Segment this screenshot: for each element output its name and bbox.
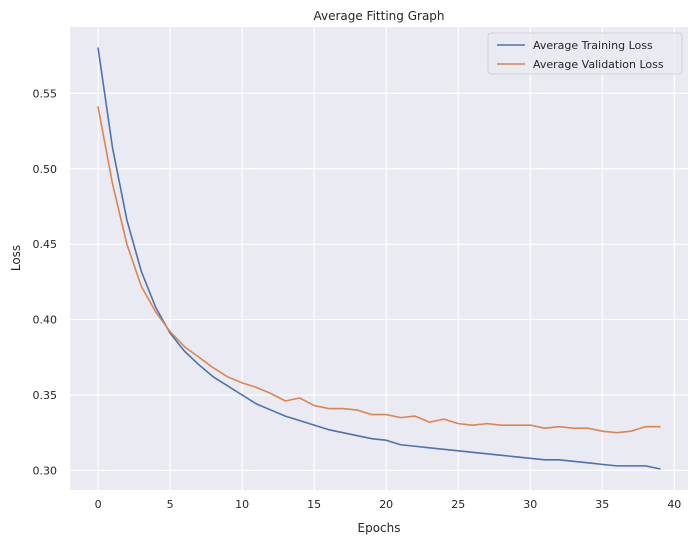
x-tick-labels: 0 5 10 15 20 25 30 35 40 bbox=[95, 498, 682, 511]
x-tick-label: 35 bbox=[595, 498, 609, 511]
y-tick-label: 0.45 bbox=[33, 238, 58, 251]
x-tick-label: 15 bbox=[307, 498, 321, 511]
y-tick-label: 0.50 bbox=[33, 163, 58, 176]
y-tick-label: 0.35 bbox=[33, 389, 58, 402]
x-tick-label: 40 bbox=[667, 498, 681, 511]
legend-label-validation: Average Validation Loss bbox=[533, 58, 664, 71]
x-tick-label: 5 bbox=[167, 498, 174, 511]
x-gridlines bbox=[97, 27, 675, 490]
plot-area bbox=[70, 27, 688, 490]
y-tick-label: 0.30 bbox=[33, 464, 58, 477]
x-tick-label: 20 bbox=[379, 498, 393, 511]
legend-label-training: Average Training Loss bbox=[533, 39, 653, 52]
x-tick-label: 10 bbox=[235, 498, 249, 511]
legend-box bbox=[487, 32, 683, 75]
legend: Average Training Loss Average Validation… bbox=[487, 32, 683, 75]
y-gridlines bbox=[70, 92, 688, 471]
x-axis-label: Epochs bbox=[358, 521, 401, 535]
validation-loss-line bbox=[97, 106, 661, 434]
chart-title: Average Fitting Graph bbox=[313, 9, 444, 23]
y-axis-label: Loss bbox=[9, 245, 23, 271]
y-tick-label: 0.55 bbox=[33, 87, 58, 100]
x-tick-label: 0 bbox=[95, 498, 102, 511]
series-lines bbox=[97, 47, 661, 470]
x-tick-label: 30 bbox=[523, 498, 537, 511]
x-tick-label: 25 bbox=[451, 498, 465, 511]
training-loss-line bbox=[97, 47, 661, 470]
y-tick-labels: 0.30 0.35 0.40 0.45 0.50 0.55 bbox=[33, 87, 58, 477]
y-tick-label: 0.40 bbox=[33, 314, 58, 327]
